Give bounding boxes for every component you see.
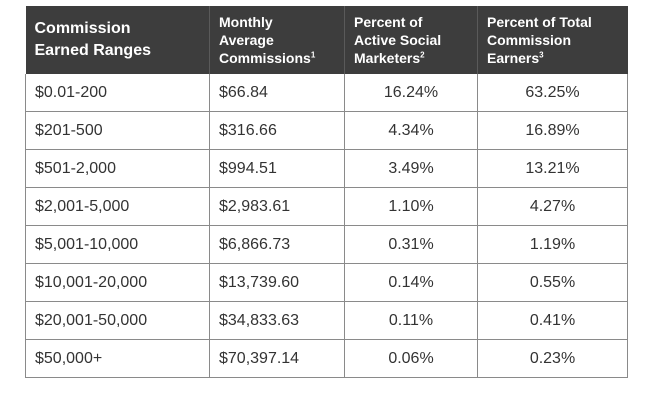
footnote-marker: 2 [420, 50, 425, 60]
cell-percent-total: 0.23% [477, 339, 628, 378]
cell-percent-total: 63.25% [477, 74, 628, 112]
footnote-marker: 3 [539, 50, 544, 60]
table-row: $5,001-10,000 $6,866.73 0.31% 1.19% [25, 225, 628, 264]
table-row: $50,000+ $70,397.14 0.06% 0.23% [25, 339, 628, 378]
header-row: Commission Earned Ranges Monthly Average… [25, 6, 628, 74]
table-row: $0.01-200 $66.84 16.24% 63.25% [25, 74, 628, 112]
header-line: Percent of Total [487, 14, 592, 30]
cell-range: $201-500 [25, 111, 210, 150]
header-line: Active Social [354, 32, 442, 48]
cell-monthly-average: $316.66 [209, 111, 345, 150]
cell-monthly-average: $6,866.73 [209, 225, 345, 264]
cell-monthly-average: $66.84 [209, 74, 345, 112]
cell-percent-total: 13.21% [477, 149, 628, 188]
cell-range: $5,001-10,000 [25, 225, 210, 264]
table-body: $0.01-200 $66.84 16.24% 63.25% $201-500 … [25, 74, 628, 378]
cell-percent-active: 0.11% [344, 301, 478, 340]
table-row: $20,001-50,000 $34,833.63 0.11% 0.41% [25, 301, 628, 340]
cell-percent-active: 3.49% [344, 149, 478, 188]
cell-range: $2,001-5,000 [25, 187, 210, 226]
header-line: Earned Ranges [34, 42, 151, 59]
cell-percent-total: 4.27% [477, 187, 628, 226]
header-monthly-average-commissions: Monthly Average Commissions1 [209, 6, 345, 74]
header-percent-total-commission-earners: Percent of Total Commission Earners3 [477, 6, 628, 74]
cell-percent-total: 0.41% [477, 301, 628, 340]
header-line: Commission [487, 32, 572, 48]
footnote-marker: 1 [310, 50, 316, 60]
cell-percent-total: 0.55% [477, 263, 628, 302]
header-line: Commissions [219, 50, 311, 66]
table-header: Commission Earned Ranges Monthly Average… [25, 6, 628, 74]
table-row: $201-500 $316.66 4.34% 16.89% [25, 111, 628, 150]
cell-percent-active: 0.06% [344, 339, 478, 378]
table-row: $501-2,000 $994.51 3.49% 13.21% [25, 149, 628, 188]
header-line: Average [219, 32, 274, 48]
cell-monthly-average: $13,739.60 [209, 263, 345, 302]
cell-range: $50,000+ [25, 339, 210, 378]
cell-monthly-average: $70,397.14 [209, 339, 345, 378]
cell-percent-active: 0.31% [344, 225, 478, 264]
commission-table: Commission Earned Ranges Monthly Average… [25, 6, 628, 378]
cell-percent-total: 1.19% [477, 225, 628, 264]
cell-range: $20,001-50,000 [25, 301, 210, 340]
cell-percent-total: 16.89% [477, 111, 628, 150]
cell-range: $0.01-200 [25, 74, 210, 112]
cell-percent-active: 1.10% [344, 187, 478, 226]
cell-percent-active: 4.34% [344, 111, 478, 150]
cell-monthly-average: $2,983.61 [209, 187, 345, 226]
cell-percent-active: 16.24% [344, 74, 478, 112]
header-line: Monthly [219, 14, 273, 30]
header-line: Earners [487, 50, 540, 66]
cell-range: $10,001-20,000 [25, 263, 210, 302]
commission-table-container: Commission Earned Ranges Monthly Average… [25, 6, 628, 378]
header-line: Commission [34, 20, 131, 37]
table-row: $2,001-5,000 $2,983.61 1.10% 4.27% [25, 187, 628, 226]
cell-monthly-average: $994.51 [209, 149, 345, 188]
header-line: Marketers [354, 50, 421, 66]
header-percent-active-social-marketers: Percent of Active Social Marketers2 [344, 6, 478, 74]
cell-monthly-average: $34,833.63 [209, 301, 345, 340]
cell-range: $501-2,000 [25, 149, 210, 188]
header-commission-earned-ranges: Commission Earned Ranges [25, 6, 210, 74]
header-line: Percent of [354, 14, 423, 30]
cell-percent-active: 0.14% [344, 263, 478, 302]
table-row: $10,001-20,000 $13,739.60 0.14% 0.55% [25, 263, 628, 302]
